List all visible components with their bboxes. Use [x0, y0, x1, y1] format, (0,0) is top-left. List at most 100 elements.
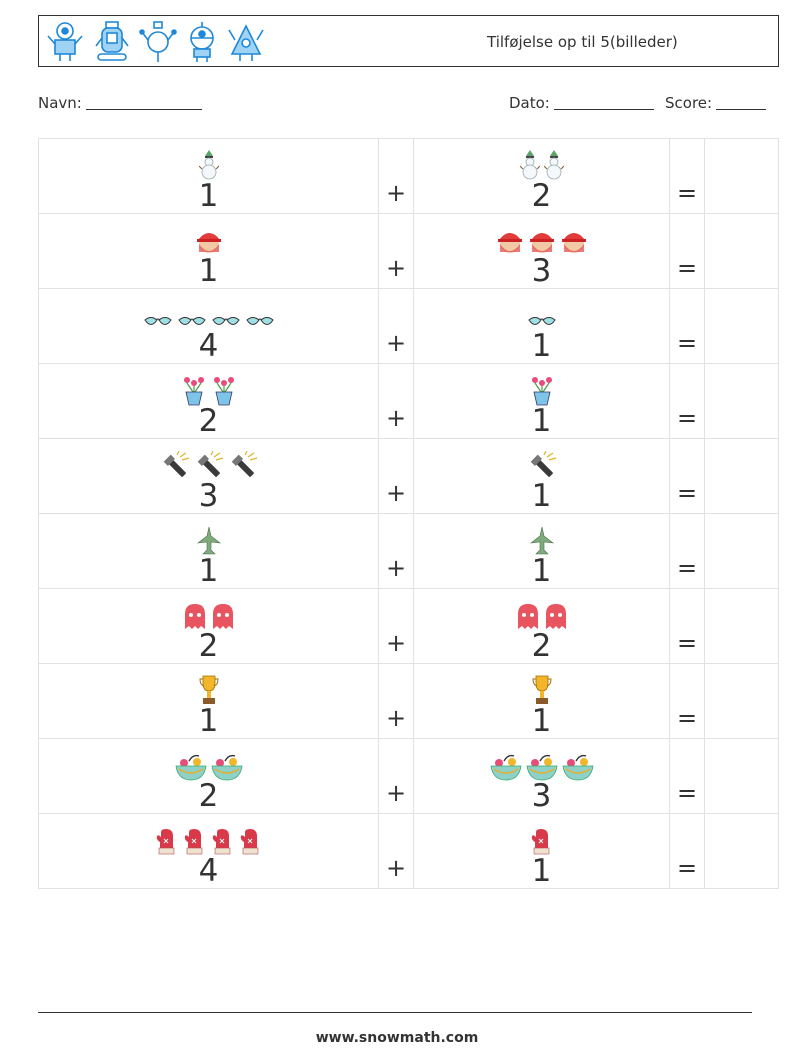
- addend-a-pictures: [39, 370, 378, 406]
- answer-box[interactable]: [704, 288, 779, 364]
- firefighter-icon: [496, 226, 524, 256]
- plus-cell: +: [378, 438, 414, 514]
- sunglasses-icon: [143, 315, 173, 331]
- answer-box[interactable]: [704, 813, 779, 889]
- equals-cell: =: [669, 213, 705, 289]
- addend-a-pictures: [39, 520, 378, 556]
- mitten-icon: [530, 828, 554, 856]
- addend-b-pictures: [414, 370, 669, 406]
- robot-2-icon: [95, 21, 129, 61]
- fruit-bowl-icon: [490, 753, 522, 781]
- addend-a-pictures: [39, 295, 378, 331]
- addend-a-pictures: [39, 745, 378, 781]
- plus-cell: +: [378, 513, 414, 589]
- footer-divider: [38, 1012, 752, 1013]
- jet-plane-icon: [196, 526, 221, 556]
- mitten-icon: [239, 828, 263, 856]
- addend-a-pictures: [39, 445, 378, 481]
- robot-5-icon: [228, 24, 264, 61]
- answer-box[interactable]: [704, 438, 779, 514]
- footer-url: www.snowmath.com: [315, 1030, 479, 1046]
- equals-cell: =: [669, 138, 705, 214]
- addend-a-cell: 2: [38, 363, 379, 439]
- answer-box[interactable]: [704, 663, 779, 739]
- equals-cell: =: [669, 738, 705, 814]
- addend-b-cell: 1: [413, 663, 670, 739]
- problem-row: 1 +1 =: [38, 663, 779, 739]
- addend-a: 2: [198, 403, 219, 439]
- answer-box[interactable]: [704, 513, 779, 589]
- name-label: Navn:: [38, 94, 82, 112]
- score-line[interactable]: [716, 109, 767, 110]
- date-label: Dato:: [509, 94, 550, 112]
- addend-b-pictures: [414, 595, 669, 631]
- plus-sign: +: [385, 779, 407, 807]
- fruit-bowl-icon: [211, 753, 243, 781]
- problem-row: 1 +3 =: [38, 213, 779, 289]
- robot-3-icon: [139, 21, 177, 62]
- equals-sign: =: [676, 179, 698, 207]
- date-field: Dato:: [509, 94, 654, 112]
- answer-box[interactable]: [704, 138, 779, 214]
- header-box: Tilføjelse op til 5(billeder): [38, 15, 779, 67]
- ghost-icon: [516, 603, 540, 631]
- addend-a-pictures: [39, 595, 378, 631]
- equals-cell: =: [669, 438, 705, 514]
- plus-cell: +: [378, 663, 414, 739]
- addend-b: 3: [531, 253, 552, 289]
- addend-a-cell: 3: [38, 438, 379, 514]
- addend-b-pictures: [414, 520, 669, 556]
- problem-row: 1 +1 =: [38, 513, 779, 589]
- worksheet-title: Tilføjelse op til 5(billeder): [487, 33, 678, 51]
- answer-box[interactable]: [704, 363, 779, 439]
- robot-icons: [45, 19, 265, 65]
- addend-a-pictures: [39, 220, 378, 256]
- flashlight-icon: [228, 451, 258, 481]
- fruit-bowl-icon: [526, 753, 558, 781]
- robot-4-icon: [190, 22, 214, 62]
- problem-row: 2 +2 =: [38, 588, 779, 664]
- addend-b-cell: 1: [413, 288, 670, 364]
- plus-sign: +: [385, 629, 407, 657]
- addend-b-pictures: [414, 670, 669, 706]
- name-line[interactable]: [85, 109, 202, 110]
- addend-b: 1: [531, 478, 552, 514]
- equals-sign: =: [676, 554, 698, 582]
- answer-box[interactable]: [704, 213, 779, 289]
- equals-cell: =: [669, 663, 705, 739]
- addend-b-cell: 1: [413, 813, 670, 889]
- addend-a: 1: [198, 703, 219, 739]
- firefighter-icon: [528, 226, 556, 256]
- equals-sign: =: [676, 479, 698, 507]
- flashlight-icon: [160, 451, 190, 481]
- equals-cell: =: [669, 588, 705, 664]
- addend-b: 2: [531, 628, 552, 664]
- addend-b-pictures: [414, 745, 669, 781]
- flower-pot-icon: [211, 374, 237, 406]
- plus-cell: +: [378, 288, 414, 364]
- plus-sign: +: [385, 329, 407, 357]
- problem-row: 2 +3 =: [38, 738, 779, 814]
- problem-row: 2 +1 =: [38, 363, 779, 439]
- addend-b: 1: [531, 703, 552, 739]
- problem-row: 4 +1 =: [38, 813, 779, 889]
- equals-cell: =: [669, 813, 705, 889]
- ghost-icon: [183, 603, 207, 631]
- addend-a: 4: [198, 853, 219, 889]
- snowman-icon: [543, 149, 564, 181]
- plus-sign: +: [385, 404, 407, 432]
- addend-a-pictures: [39, 670, 378, 706]
- equals-cell: =: [669, 288, 705, 364]
- addend-a-cell: 4: [38, 288, 379, 364]
- addend-a-cell: 1: [38, 513, 379, 589]
- date-line[interactable]: [553, 109, 654, 110]
- addend-b-cell: 2: [413, 138, 670, 214]
- mitten-icon: [211, 828, 235, 856]
- plus-sign: +: [385, 479, 407, 507]
- plus-sign: +: [385, 554, 407, 582]
- addend-a-pictures: [39, 145, 378, 181]
- answer-box[interactable]: [704, 588, 779, 664]
- addend-a-cell: 1: [38, 663, 379, 739]
- answer-box[interactable]: [704, 738, 779, 814]
- addend-b-pictures: [414, 295, 669, 331]
